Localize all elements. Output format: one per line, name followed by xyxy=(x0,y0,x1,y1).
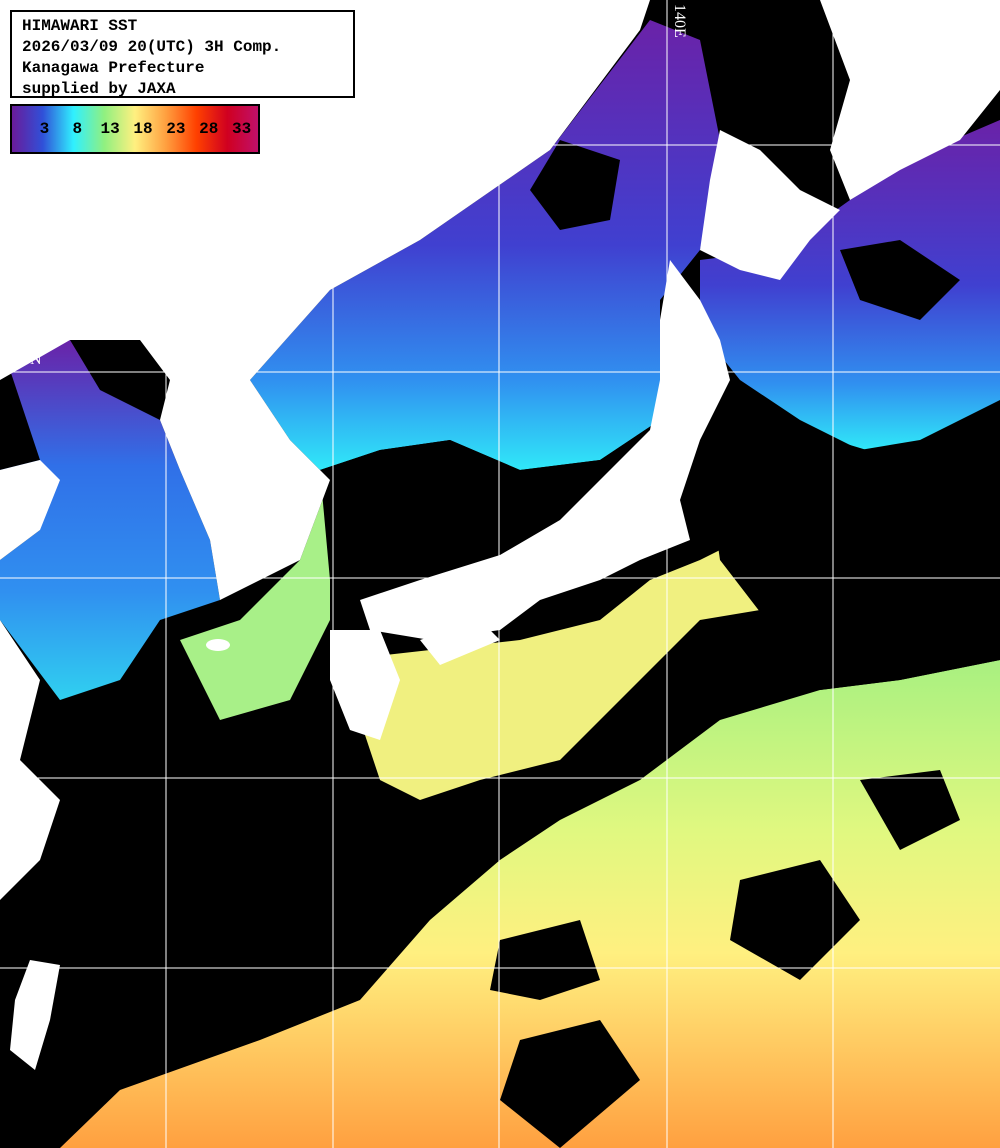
land-honshu xyxy=(360,260,730,640)
east-china-sea-sst xyxy=(180,480,330,720)
color-scale-legend: 3 8 13 18 23 28 33 xyxy=(10,104,260,154)
land-hokkaido xyxy=(700,130,840,280)
legend-tick: 28 xyxy=(199,120,219,138)
land-china-coast xyxy=(0,460,60,560)
sea-of-japan-sst xyxy=(250,20,720,470)
latitude-label: 40N xyxy=(14,351,42,368)
supplier: supplied by JAXA xyxy=(22,80,176,98)
yellow-sea-sst xyxy=(0,340,220,700)
southern-sst xyxy=(60,660,1000,1148)
legend-tick: 18 xyxy=(133,120,153,138)
legend-tick: 3 xyxy=(39,120,50,138)
land-taiwan xyxy=(10,960,60,1070)
product-title: HIMAWARI SST xyxy=(22,17,138,35)
land-kyushu xyxy=(330,630,400,740)
pacific-north-sst xyxy=(700,120,1000,450)
timestamp: 2026/03/09 20(UTC) 3H Comp. xyxy=(22,38,282,56)
legend-tick: 13 xyxy=(100,120,120,138)
kyushu-sea-sst xyxy=(340,540,840,800)
longitude-label: 140E xyxy=(671,4,688,38)
legend-tick: 8 xyxy=(72,120,83,138)
land-jeju xyxy=(206,639,230,651)
provider: Kanagawa Prefecture xyxy=(22,59,205,77)
land-okhotsk-coast xyxy=(900,40,970,75)
legend-tick: 33 xyxy=(231,120,252,138)
land-shikoku xyxy=(420,620,500,665)
land-china-south xyxy=(0,620,60,900)
cloud-cover xyxy=(60,140,1000,1148)
legend-tick: 23 xyxy=(166,120,186,138)
title-box: HIMAWARI SST 2026/03/09 20(UTC) 3H Comp.… xyxy=(10,10,355,98)
